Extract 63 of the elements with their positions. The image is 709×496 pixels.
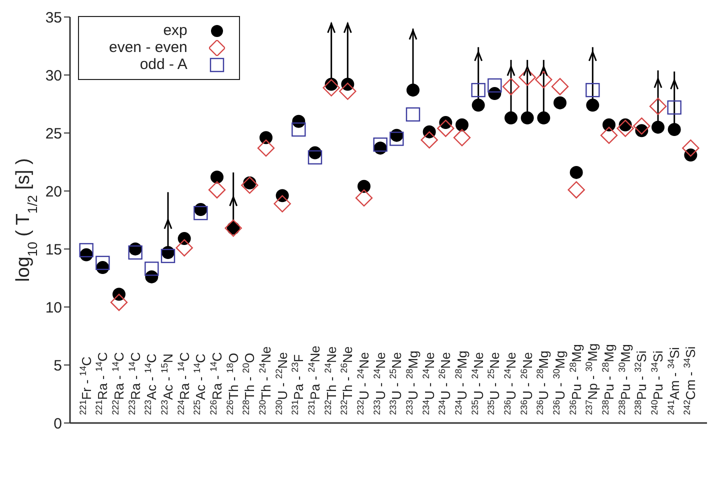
point xyxy=(551,78,569,96)
point xyxy=(406,84,420,97)
y-tick-label: 15 xyxy=(45,241,62,258)
legend-label: even - even xyxy=(109,39,188,56)
legend-label: exp xyxy=(163,22,188,39)
point xyxy=(260,131,272,144)
point xyxy=(488,78,502,93)
y-tick-label: 35 xyxy=(45,9,62,26)
point xyxy=(257,139,275,157)
y-tick-label: 20 xyxy=(45,183,62,200)
point xyxy=(208,181,226,198)
point xyxy=(210,170,224,184)
point xyxy=(339,82,356,100)
point xyxy=(241,176,258,194)
point xyxy=(358,180,370,193)
point xyxy=(79,243,94,258)
point xyxy=(373,138,388,152)
point xyxy=(554,96,566,110)
point xyxy=(537,111,550,124)
point xyxy=(682,139,700,157)
point xyxy=(308,150,322,164)
point xyxy=(110,294,128,311)
y-tick-label: 0 xyxy=(54,415,62,432)
y-tick-label: 5 xyxy=(54,357,62,374)
point xyxy=(160,248,176,264)
point xyxy=(176,239,193,256)
point xyxy=(586,82,600,98)
legend-label: odd - A xyxy=(140,56,188,73)
point xyxy=(144,262,159,276)
point xyxy=(406,107,420,122)
point xyxy=(633,117,650,135)
y-tick-label: 10 xyxy=(45,299,62,316)
point xyxy=(616,120,634,137)
point xyxy=(390,132,404,146)
point xyxy=(471,82,486,98)
point xyxy=(568,181,585,198)
point xyxy=(96,256,110,270)
point xyxy=(586,98,600,112)
point xyxy=(649,98,667,115)
y-tick-label: 30 xyxy=(45,67,62,84)
point xyxy=(274,195,291,212)
point xyxy=(570,166,583,179)
point xyxy=(520,111,534,124)
point xyxy=(453,129,471,146)
point xyxy=(504,111,518,124)
point xyxy=(667,100,682,115)
point xyxy=(600,126,618,144)
point xyxy=(420,131,438,149)
point xyxy=(456,118,468,132)
y-tick-label: 25 xyxy=(45,125,62,142)
point xyxy=(322,79,340,96)
point xyxy=(162,246,174,259)
point xyxy=(535,71,552,88)
point xyxy=(437,120,454,137)
point xyxy=(518,68,536,86)
point xyxy=(292,122,306,137)
point xyxy=(502,78,520,96)
point xyxy=(652,120,664,134)
point xyxy=(472,98,485,112)
point xyxy=(355,189,373,207)
point xyxy=(128,245,142,260)
point xyxy=(194,206,208,220)
point xyxy=(668,123,681,136)
